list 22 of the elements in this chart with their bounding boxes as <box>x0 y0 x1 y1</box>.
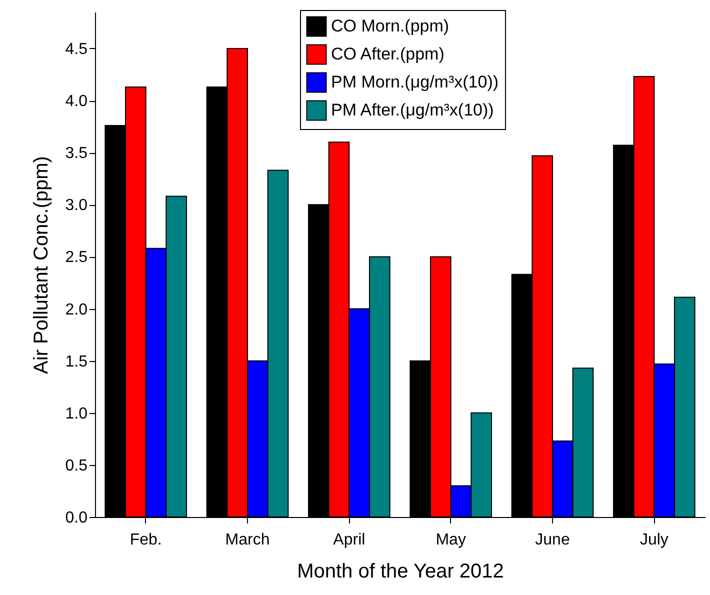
y-tick-label: 2.5 <box>65 249 88 266</box>
x-tick-label: July <box>640 532 668 548</box>
y-tick-label: 0.5 <box>65 457 88 474</box>
legend-label: CO Morn.(ppm) <box>331 16 450 36</box>
x-tick-label: April <box>333 532 366 548</box>
legend-label: PM Morn.(μg/m³x(10)) <box>331 72 499 92</box>
x-tick-label: June <box>535 532 570 548</box>
legend-label: CO After.(ppm) <box>331 44 444 64</box>
y-tick-label: 2.0 <box>65 301 88 318</box>
x-tick-label: May <box>436 532 466 548</box>
y-tick-label: 1.5 <box>65 353 88 370</box>
legend-label: PM After.(μg/m³x(10)) <box>331 100 494 120</box>
x-tick-label: March <box>225 532 270 548</box>
y-axis-title: Air Pollutant Conc.(ppm) <box>30 156 52 374</box>
x-tick-label: Feb. <box>130 532 162 548</box>
x-axis-title: Month of the Year 2012 <box>297 560 504 582</box>
y-tick-label: 3.5 <box>65 145 88 162</box>
y-tick-label: 4.0 <box>65 93 88 110</box>
y-tick-label: 3.0 <box>65 197 88 214</box>
y-tick-label: 0.0 <box>65 510 88 526</box>
y-tick-label: 1.0 <box>65 405 88 422</box>
y-tick-label: 4.5 <box>65 40 88 58</box>
